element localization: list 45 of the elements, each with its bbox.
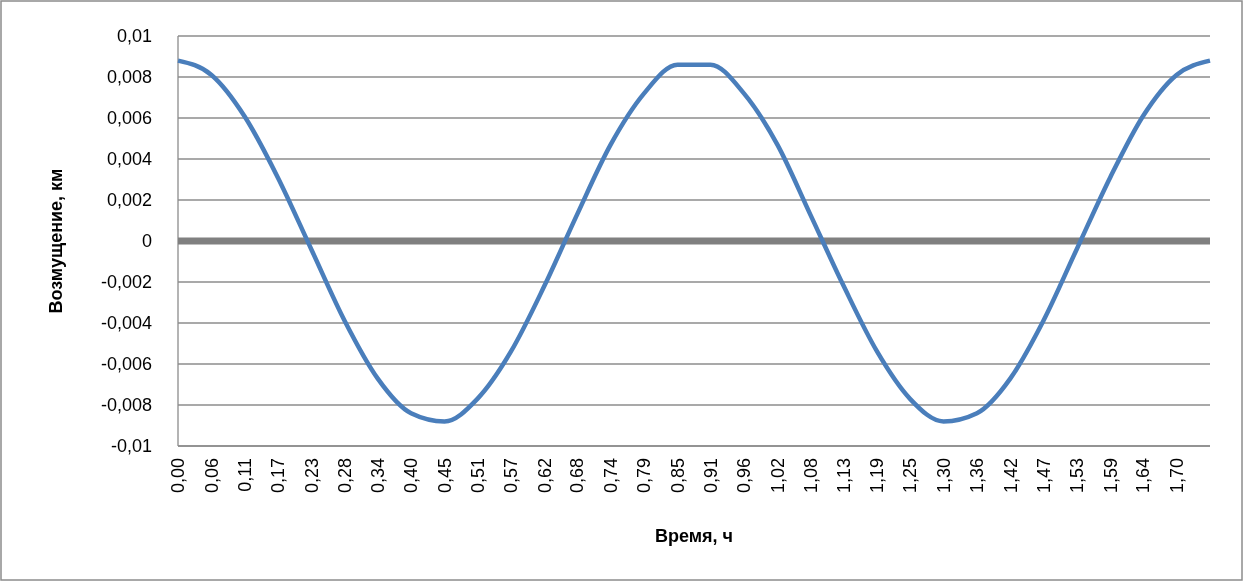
x-tick-label: 1,19 (867, 458, 888, 494)
line-series (175, 58, 1213, 424)
x-tick-label: 0,23 (301, 458, 322, 494)
x-tick-label: 0,17 (268, 458, 289, 494)
x-tick-label: 0,68 (567, 458, 588, 494)
x-tick-label: 0,40 (401, 458, 422, 494)
y-tick-label: -0,01 (110, 436, 152, 457)
y-tick-label: -0,002 (100, 272, 152, 293)
y-tick-label: -0,004 (100, 313, 152, 334)
x-tick-label: 1,47 (1033, 458, 1054, 494)
x-tick-label: 0,85 (667, 458, 688, 494)
x-tick-label: 0,96 (734, 458, 755, 494)
x-tick-label: 1,30 (933, 458, 954, 494)
x-tick-label: 1,53 (1067, 458, 1088, 494)
y-axis-title: Возмущение, км (46, 168, 66, 314)
x-tick-label: 0,28 (335, 458, 356, 494)
y-tick-label: -0,008 (100, 395, 152, 416)
y-tick-label: 0,004 (106, 149, 152, 170)
x-tick-label: 0,11 (234, 458, 255, 492)
y-tick-label: 0,008 (106, 67, 152, 88)
x-tick-label: 0,00 (168, 458, 189, 494)
y-tick-label: 0,01 (116, 26, 152, 47)
x-tick-label: 1,59 (1100, 458, 1121, 494)
x-tick-label: 1,25 (900, 458, 921, 494)
y-tick-label: 0 (141, 231, 152, 252)
x-tick-label: 0,91 (700, 458, 721, 494)
x-tick-label: 0,45 (434, 458, 455, 494)
x-tick-label: 1,08 (800, 458, 821, 494)
x-tick-label: 0,06 (201, 458, 222, 494)
y-tick-label: 0,006 (106, 108, 152, 129)
x-tick-label: 1,13 (833, 458, 854, 494)
x-tick-label: 0,74 (600, 458, 621, 494)
x-tick-label: 0,34 (367, 458, 388, 494)
x-tick-label: 0,57 (501, 458, 522, 494)
x-tick-label: 1,70 (1166, 458, 1187, 494)
x-axis-title: Время, ч (654, 526, 734, 546)
x-tick-label: 1,42 (1000, 458, 1021, 494)
x-tick-label: 1,64 (1133, 458, 1154, 494)
y-tick-label: -0,006 (100, 354, 152, 375)
x-tick-label: 1,36 (967, 458, 988, 494)
x-tick-label: 0,51 (467, 458, 488, 494)
x-tick-label: 0,79 (634, 458, 655, 494)
x-tick-label: 0,62 (534, 458, 555, 494)
y-tick-label: 0,002 (106, 190, 152, 211)
x-tick-label: 1,02 (767, 458, 788, 494)
